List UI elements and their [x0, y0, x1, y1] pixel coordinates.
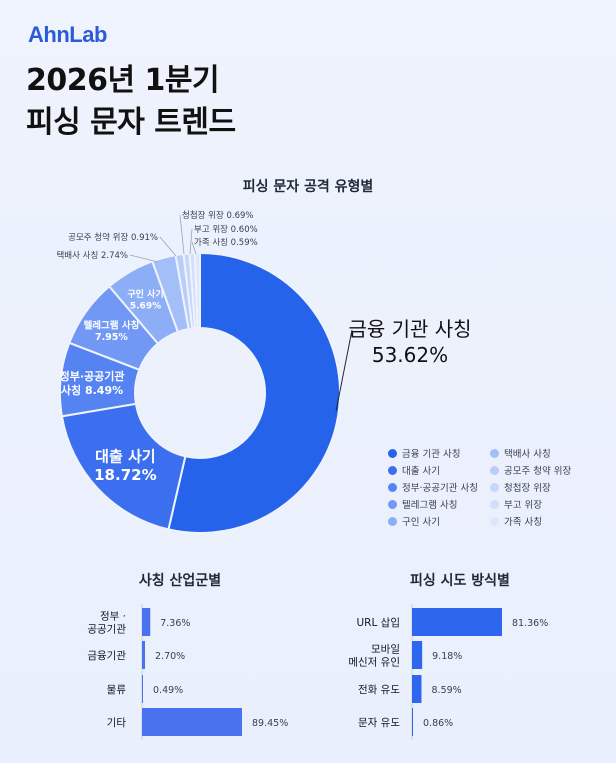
legend-label: 텔레그램 사칭: [402, 500, 458, 511]
legend-swatch: [388, 465, 397, 475]
bar: [412, 641, 423, 669]
donut-chart-title: 피싱 문자 공격 유형별: [242, 179, 374, 195]
leader-line: [159, 236, 177, 257]
value-label: 81.36%: [512, 618, 548, 629]
leader-line: [129, 254, 159, 263]
slice-label: 구인 사기: [127, 288, 163, 300]
category-label: URL 삽입: [357, 616, 401, 629]
bar: [142, 641, 146, 669]
legend-label: 가족 사칭: [504, 517, 542, 528]
leader-line: [189, 228, 193, 255]
leader-line: [191, 241, 197, 255]
value-label: 7.36%: [160, 618, 190, 629]
slice-label: 금융 기관 사칭: [348, 317, 471, 341]
outer-label: 부고 위장 0.60%: [194, 224, 258, 235]
method-chart-title: 피싱 시도 방식별: [410, 573, 510, 589]
bar: [142, 708, 242, 736]
legend-item: 텔레그램 사칭: [388, 497, 488, 511]
category-label: 모바일: [371, 643, 400, 656]
legend-label: 택배사 사칭: [504, 449, 551, 460]
outer-label: 택배사 사칭 2.74%: [56, 250, 128, 261]
outer-label: 가족 사칭 0.59%: [194, 238, 258, 248]
slice-label: 대출 사기: [95, 447, 155, 465]
outer-label: 청첩장 위장 0.69%: [182, 210, 254, 221]
slice-label: 5.69%: [130, 301, 161, 311]
legend-label: 대출 사기: [402, 466, 440, 477]
category-label: 정부 ·: [100, 611, 126, 623]
legend-label: 청첩장 위장: [504, 483, 551, 494]
slice-label: 정부·공공기관: [60, 369, 125, 383]
legend-swatch: [490, 448, 499, 458]
category-label: 전화 유도: [358, 684, 400, 696]
legend-label: 부고 위장: [504, 500, 542, 511]
donut-slice: [167, 251, 341, 534]
legend-swatch: [490, 482, 499, 492]
legend-swatch: [388, 499, 397, 509]
category-label: 기타: [107, 717, 127, 729]
legend-item: 택배사 사칭: [490, 446, 590, 460]
value-label: 8.59%: [432, 685, 462, 696]
bar: [412, 608, 502, 636]
value-label: 89.45%: [252, 718, 288, 729]
ahnlab-logo: AhnLab: [28, 22, 107, 47]
legend-item: 금융 기관 사칭: [388, 446, 488, 460]
slice-label: 53.62%: [372, 343, 448, 367]
legend-label: 정부·공공기관 사칭: [402, 483, 478, 494]
page-title-line1: 2026년 1분기: [26, 63, 220, 98]
bar: [412, 675, 422, 703]
outer-label: 공모주 청약 위장 0.91%: [68, 232, 158, 243]
legend-item: 공모주 청약 위장: [490, 463, 590, 477]
donut-slice: [193, 251, 201, 330]
page-title: 2026년 1분기 피싱 문자 트렌드: [26, 60, 236, 144]
leader-line: [335, 329, 353, 411]
legend-swatch: [388, 516, 397, 526]
value-label: 0.49%: [153, 685, 183, 696]
leader-line: [179, 214, 185, 255]
slice-label: 사칭 8.49%: [61, 383, 123, 397]
category-label: 금융기관: [87, 650, 126, 662]
bar: [142, 608, 151, 636]
bar: [142, 675, 143, 703]
legend-item: 정부·공공기관 사칭: [388, 480, 488, 494]
legend-swatch: [490, 465, 499, 475]
legend-item: 구인 사기: [388, 514, 488, 528]
industry-chart-title: 사칭 산업군별: [138, 573, 222, 589]
category-label: 공공기관: [87, 624, 126, 636]
category-label: 메신저 유인: [348, 657, 400, 669]
category-label: 물류: [107, 684, 127, 696]
slice-label: 텔레그램 사칭: [84, 319, 140, 331]
slice-label: 7.95%: [95, 332, 128, 343]
value-label: 2.70%: [155, 651, 185, 662]
legend-item: 부고 위장: [490, 497, 590, 511]
donut-slice: [60, 402, 187, 531]
legend-label: 공모주 청약 위장: [504, 466, 572, 477]
legend-swatch: [490, 499, 499, 509]
value-label: 9.18%: [432, 651, 462, 662]
legend-label: 구인 사기: [402, 517, 440, 528]
legend-item: 대출 사기: [388, 463, 488, 477]
page-title-line2: 피싱 문자 트렌드: [26, 105, 236, 140]
legend-swatch: [388, 448, 397, 458]
value-label: 0.86%: [423, 718, 453, 729]
legend-swatch: [388, 482, 397, 492]
legend-item: 청첩장 위장: [490, 480, 590, 494]
legend-label: 금융 기관 사칭: [402, 449, 461, 460]
category-label: 문자 유도: [358, 717, 400, 729]
legend-item: 가족 사칭: [490, 514, 590, 528]
slice-label: 18.72%: [94, 466, 156, 484]
bar: [412, 708, 413, 736]
legend-swatch: [490, 516, 499, 526]
